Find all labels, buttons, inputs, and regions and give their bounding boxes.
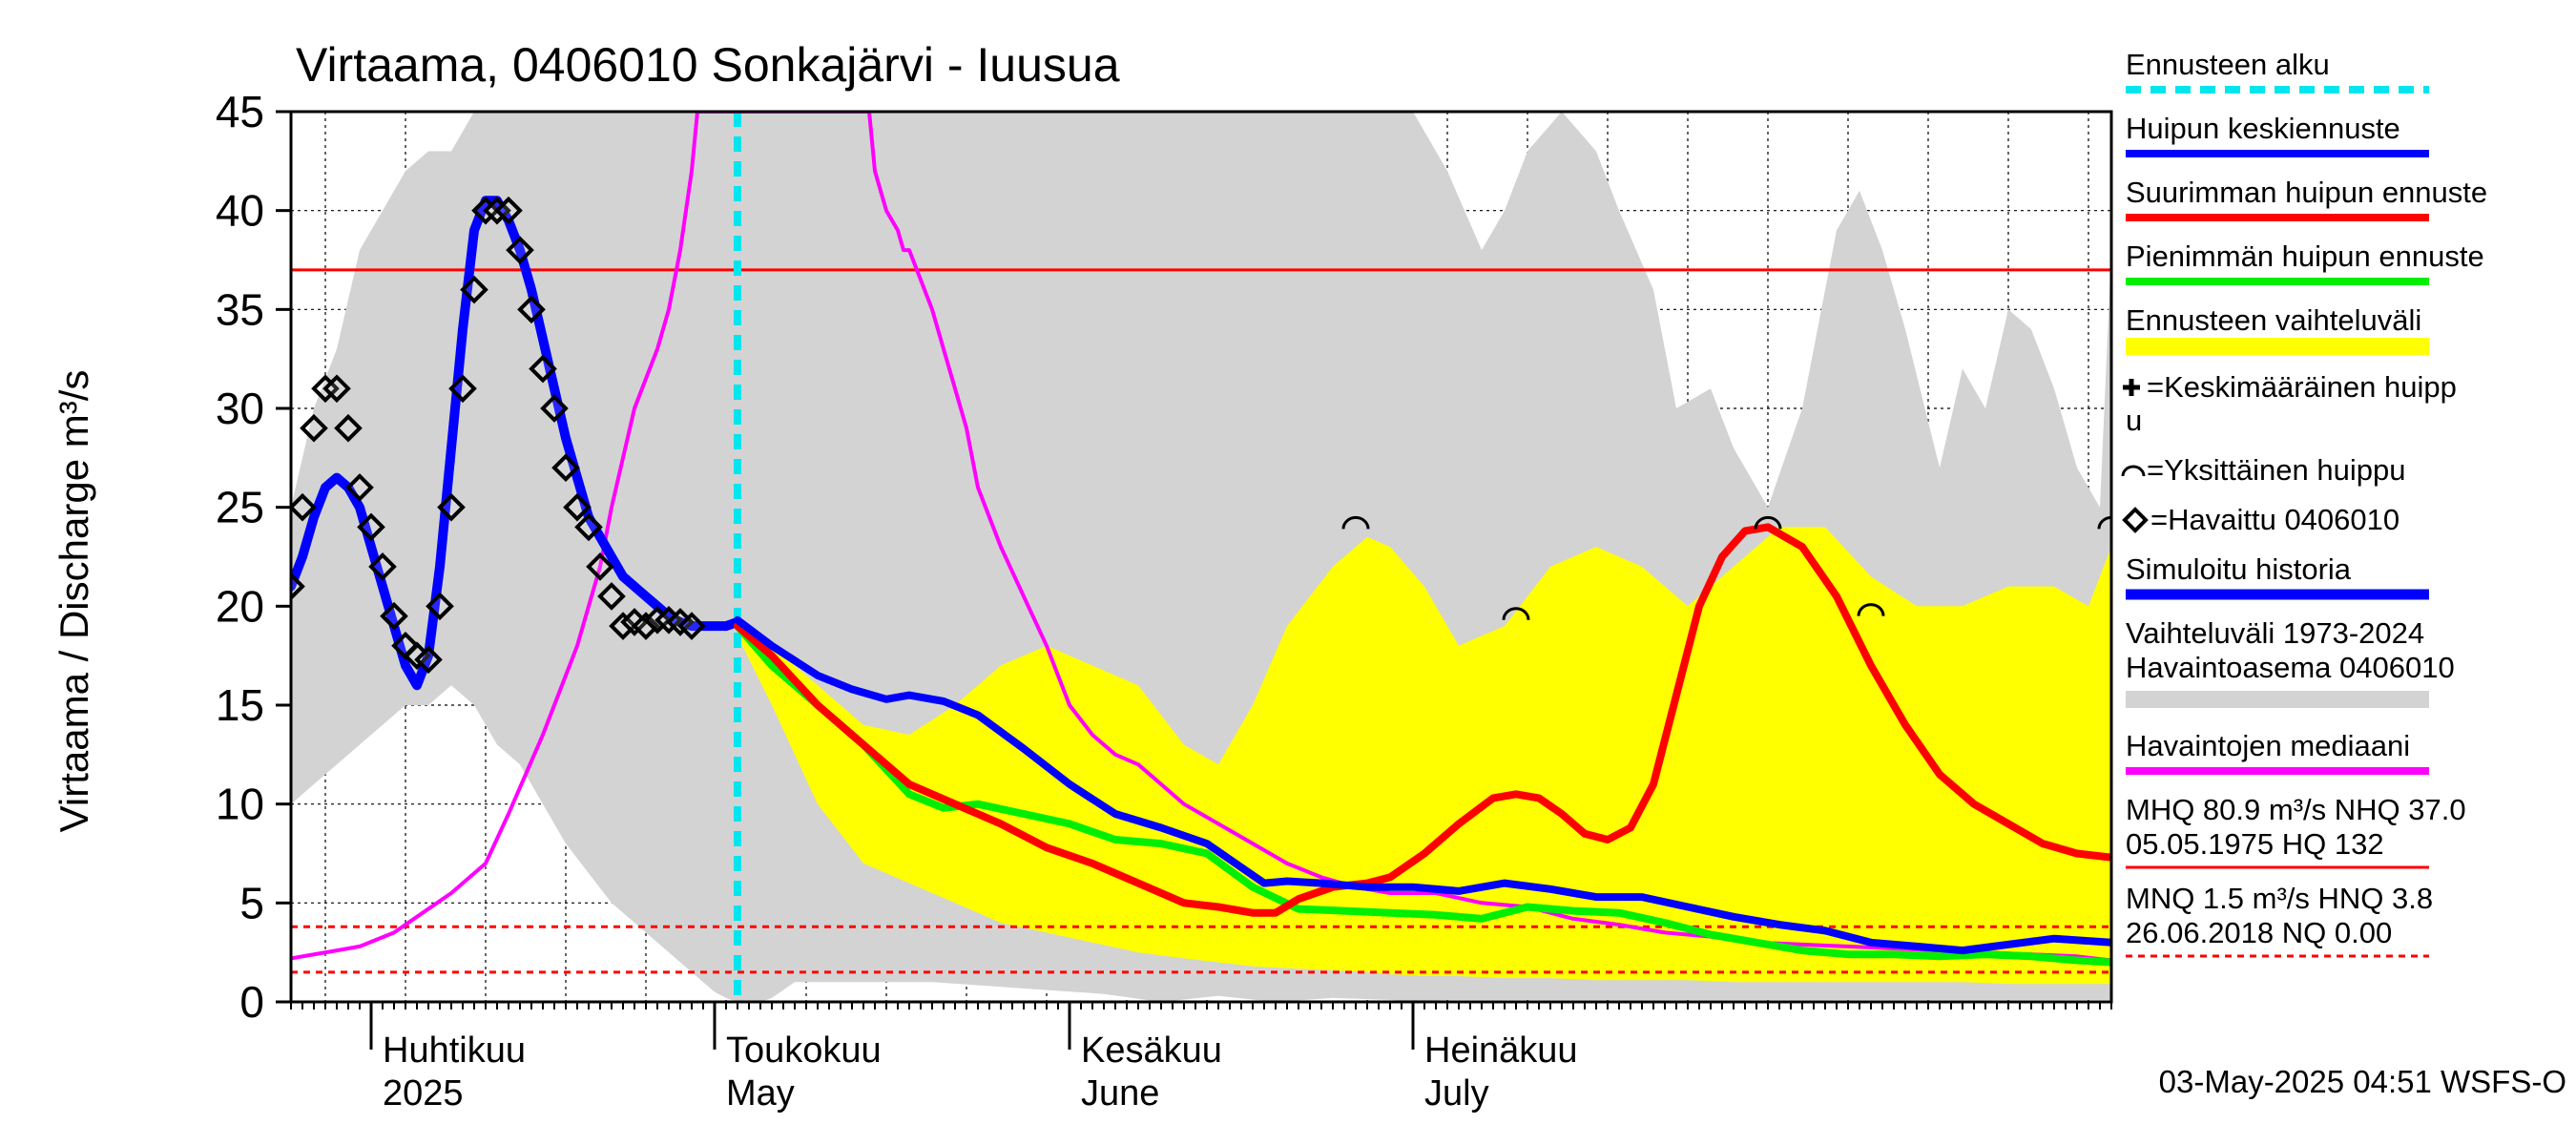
observed-point [448, 374, 477, 404]
observed-point [609, 612, 637, 640]
observed-point [551, 453, 580, 483]
single-peak-marker [1754, 515, 1782, 530]
y-tick-label: 25 [216, 483, 264, 532]
legend-swatch [2126, 691, 2429, 708]
observed-point [322, 374, 351, 404]
y-tick-label: 45 [216, 87, 264, 136]
observed-point [597, 582, 626, 611]
observed-point [368, 552, 397, 581]
x-month-label: Kesäkuu [1081, 1030, 1222, 1071]
x-month-sublabel: May [726, 1073, 795, 1114]
legend-label: Havaintojen mediaani [2126, 729, 2410, 762]
y-tick-label: 15 [216, 680, 264, 730]
legend-label: Simuloitu historia [2126, 552, 2352, 586]
x-month-label: Huhtikuu [383, 1030, 526, 1071]
observed-point [357, 512, 385, 542]
observed-point [574, 512, 603, 542]
observed-point [345, 473, 374, 502]
forecast-range-band [737, 527, 2111, 985]
legend-label: =Havaittu 0406010 [2150, 503, 2399, 536]
observed-point [437, 492, 466, 522]
legend-label: Vaihteluväli 1973-2024 [2126, 616, 2424, 650]
observed-point [460, 275, 488, 304]
observed-point [291, 572, 305, 601]
observed-point [494, 196, 523, 225]
legend-label: Ennusteen vaihteluväli [2126, 303, 2421, 337]
plot-frame [289, 110, 2113, 1004]
legend-swatch [2122, 507, 2149, 533]
observed-point [380, 601, 408, 631]
legend-label: 05.05.1975 HQ 132 [2126, 827, 2384, 861]
chart-title: Virtaama, 0406010 Sonkajärvi - Iuusua [296, 38, 1120, 92]
footer-timestamp: 03-May-2025 04:51 WSFS-O [2159, 1064, 2566, 1099]
x-month-sublabel: June [1081, 1073, 1159, 1114]
observed-point [506, 236, 534, 264]
observed-point [334, 413, 363, 443]
markers [291, 196, 2111, 675]
single-peak-marker [1502, 607, 1530, 620]
observed-point [414, 645, 443, 675]
legend-label: MNQ 1.5 m³/s HNQ 3.8 [2126, 882, 2433, 915]
observed-point [300, 413, 328, 443]
series-line [734, 523, 2111, 917]
legend-swatch [2123, 379, 2140, 396]
legend-label: Pienimmän huipun ennuste [2126, 239, 2484, 273]
observed-point [563, 492, 592, 522]
x-month-label: Heinäkuu [1424, 1030, 1578, 1071]
y-tick-label: 35 [216, 284, 264, 334]
y-axis-label: Virtaama / Discharge m³/s [52, 370, 96, 833]
legend-label: Ennusteen alku [2126, 48, 2330, 81]
series-line [734, 615, 2111, 955]
y-tick-label: 10 [216, 780, 264, 829]
observed-point [540, 394, 569, 423]
legend-swatch [2126, 338, 2429, 355]
x-month-label: Toukokuu [726, 1030, 882, 1071]
single-peak-marker [1857, 603, 1885, 616]
legend: Ennusteen alku Huipun keskiennuste Suurimm… [2121, 48, 2487, 958]
observed-point [677, 612, 706, 640]
legend-label: u [2126, 404, 2142, 437]
legend-label: Havaintoasema 0406010 [2126, 651, 2455, 684]
observed-point [586, 552, 614, 581]
y-tick-label: 30 [216, 384, 264, 433]
legend-label: 26.06.2018 NQ 0.00 [2126, 916, 2392, 949]
single-peak-marker [1341, 515, 1370, 530]
observed-point [632, 612, 660, 640]
observed-point [529, 354, 557, 384]
y-tick-label: 20 [216, 581, 264, 631]
series-line [291, 196, 742, 691]
legend-label: Huipun keskiennuste [2126, 112, 2400, 145]
legend-label: =Keskimääräinen huipp [2147, 370, 2457, 404]
plot-area [291, 112, 2111, 1002]
legend-label: =Yksittäinen huippu [2147, 453, 2405, 487]
y-tick-label: 40 [216, 186, 264, 236]
x-month-sublabel: 2025 [383, 1073, 464, 1114]
x-month-sublabel: July [1424, 1073, 1489, 1114]
y-tick-label: 5 [239, 878, 264, 927]
y-tick-label: 0 [239, 977, 264, 1027]
observed-point [517, 295, 546, 324]
observed-point [291, 492, 317, 522]
legend-label: MHQ 80.9 m³/s NHQ 37.0 [2126, 793, 2466, 826]
axes: 051015202530354045Huhtikuu2025ToukokuuMa… [216, 87, 2112, 1114]
series-line [734, 622, 2111, 967]
observed-point [426, 592, 454, 621]
legend-swatch [2121, 465, 2146, 477]
legend-label: Suurimman huipun ennuste [2126, 176, 2487, 209]
single-peak-marker [2097, 515, 2111, 530]
